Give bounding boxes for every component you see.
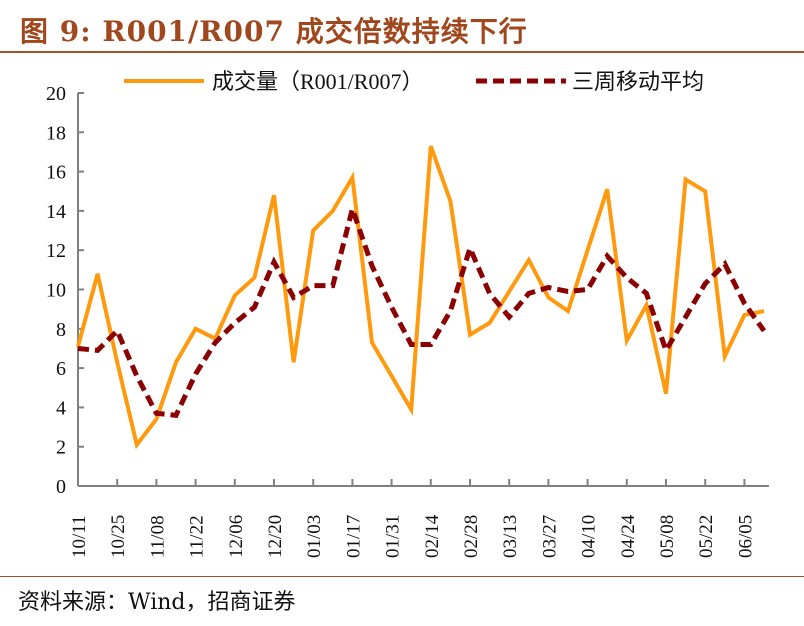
line-chart: 0 2 4 6 8 10 12 14 16 18 20 10/11 10/25 11/08 11/22 12/…	[46, 69, 769, 558]
y-tick-label: 16	[46, 162, 66, 184]
x-tick-label: 03/13	[500, 515, 521, 558]
x-tick-label: 01/03	[304, 515, 325, 558]
legend-label-volume: 成交量（R001/R007）	[212, 69, 423, 94]
x-tick-label: 10/25	[108, 515, 129, 558]
x-tick-label: 12/20	[265, 515, 286, 558]
source-note: 资料来源：Wind，招商证券	[18, 590, 296, 615]
x-tick-label: 06/05	[735, 515, 756, 558]
y-tick-label: 14	[46, 201, 66, 223]
title-divider	[0, 51, 804, 53]
x-tick-label: 12/06	[226, 515, 247, 558]
x-tick-label: 02/14	[422, 514, 443, 558]
y-tick-label: 4	[56, 397, 66, 419]
x-tick-label: 11/08	[147, 515, 168, 558]
x-tick-label: 05/22	[696, 515, 717, 558]
x-tick-label: 03/27	[539, 515, 560, 558]
x-tick-label: 10/11	[69, 515, 90, 558]
axes: 0 2 4 6 8 10 12 14 16 18 20 10/11 10/25 11/08 11/22 12/…	[46, 83, 769, 558]
y-tick-label: 6	[56, 358, 66, 380]
y-tick-label: 2	[56, 437, 66, 459]
series-line-volume	[76, 145, 765, 450]
y-tick-label: 12	[46, 240, 66, 262]
y-tick-label: 20	[46, 83, 66, 105]
y-tick-label: 10	[46, 280, 66, 302]
x-tick-label: 01/31	[383, 515, 404, 558]
source-divider	[0, 576, 804, 577]
x-tick-label: 11/22	[187, 515, 208, 558]
series-lines	[76, 145, 767, 450]
y-tick-label: 8	[56, 319, 66, 341]
legend-label-ma: 三周移动平均	[572, 69, 704, 94]
x-tick-label: 01/17	[343, 515, 364, 558]
x-tick-label: 02/28	[461, 515, 482, 558]
y-tick-label: 18	[46, 122, 66, 144]
figure-title: 图 9: R001/R007 成交倍数持续下行	[20, 15, 528, 48]
x-tick-label: 04/24	[618, 514, 639, 558]
x-tick-label: 05/08	[657, 515, 678, 558]
legend: 成交量（R001/R007） 三周移动平均	[124, 69, 704, 94]
x-tick-label: 04/10	[579, 515, 600, 558]
series-line-moving-average	[77, 200, 767, 418]
y-tick-label: 0	[56, 476, 66, 498]
